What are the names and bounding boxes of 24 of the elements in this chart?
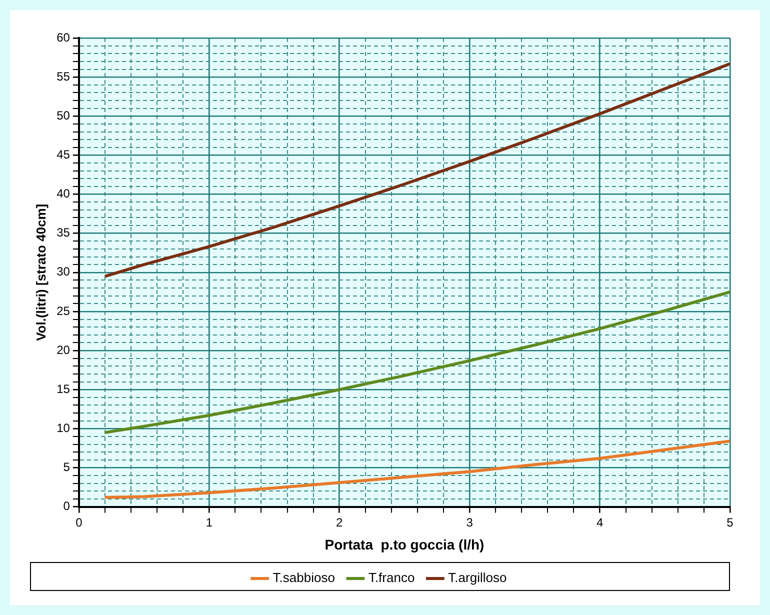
y-tick-label: 20 (56, 342, 70, 357)
y-tick-label: 5 (63, 460, 70, 474)
y-axis-title: Vol.(litri) [strato 40cm] (33, 204, 48, 341)
legend-label: T.sabbioso (272, 570, 335, 586)
legend-label: T.argilloso (448, 570, 507, 586)
y-tick-label: 55 (56, 69, 70, 84)
y-tick-label: 45 (56, 148, 70, 162)
y-tick-label: 50 (56, 108, 70, 122)
legend-label: T.franco (368, 570, 415, 586)
y-tick-label: 30 (56, 264, 70, 279)
x-tick-label: 3 (466, 515, 474, 530)
y-tick-label: 35 (56, 226, 70, 240)
y-tick-label: 25 (56, 304, 70, 318)
x-tick-label: 1 (206, 515, 213, 530)
x-tick-label: 4 (596, 515, 604, 530)
y-tick-label: 60 (56, 30, 70, 44)
x-tick-label: 2 (336, 515, 344, 530)
y-tick-label: 0 (63, 499, 70, 514)
x-axis-title: Portata p.to goccia (l/h) (324, 536, 484, 552)
x-tick-label: 0 (76, 515, 83, 530)
y-tick-label: 10 (56, 420, 70, 435)
y-tick-label: 15 (56, 382, 70, 396)
y-tick-label: 40 (56, 186, 70, 201)
x-tick-label: 5 (726, 515, 734, 530)
